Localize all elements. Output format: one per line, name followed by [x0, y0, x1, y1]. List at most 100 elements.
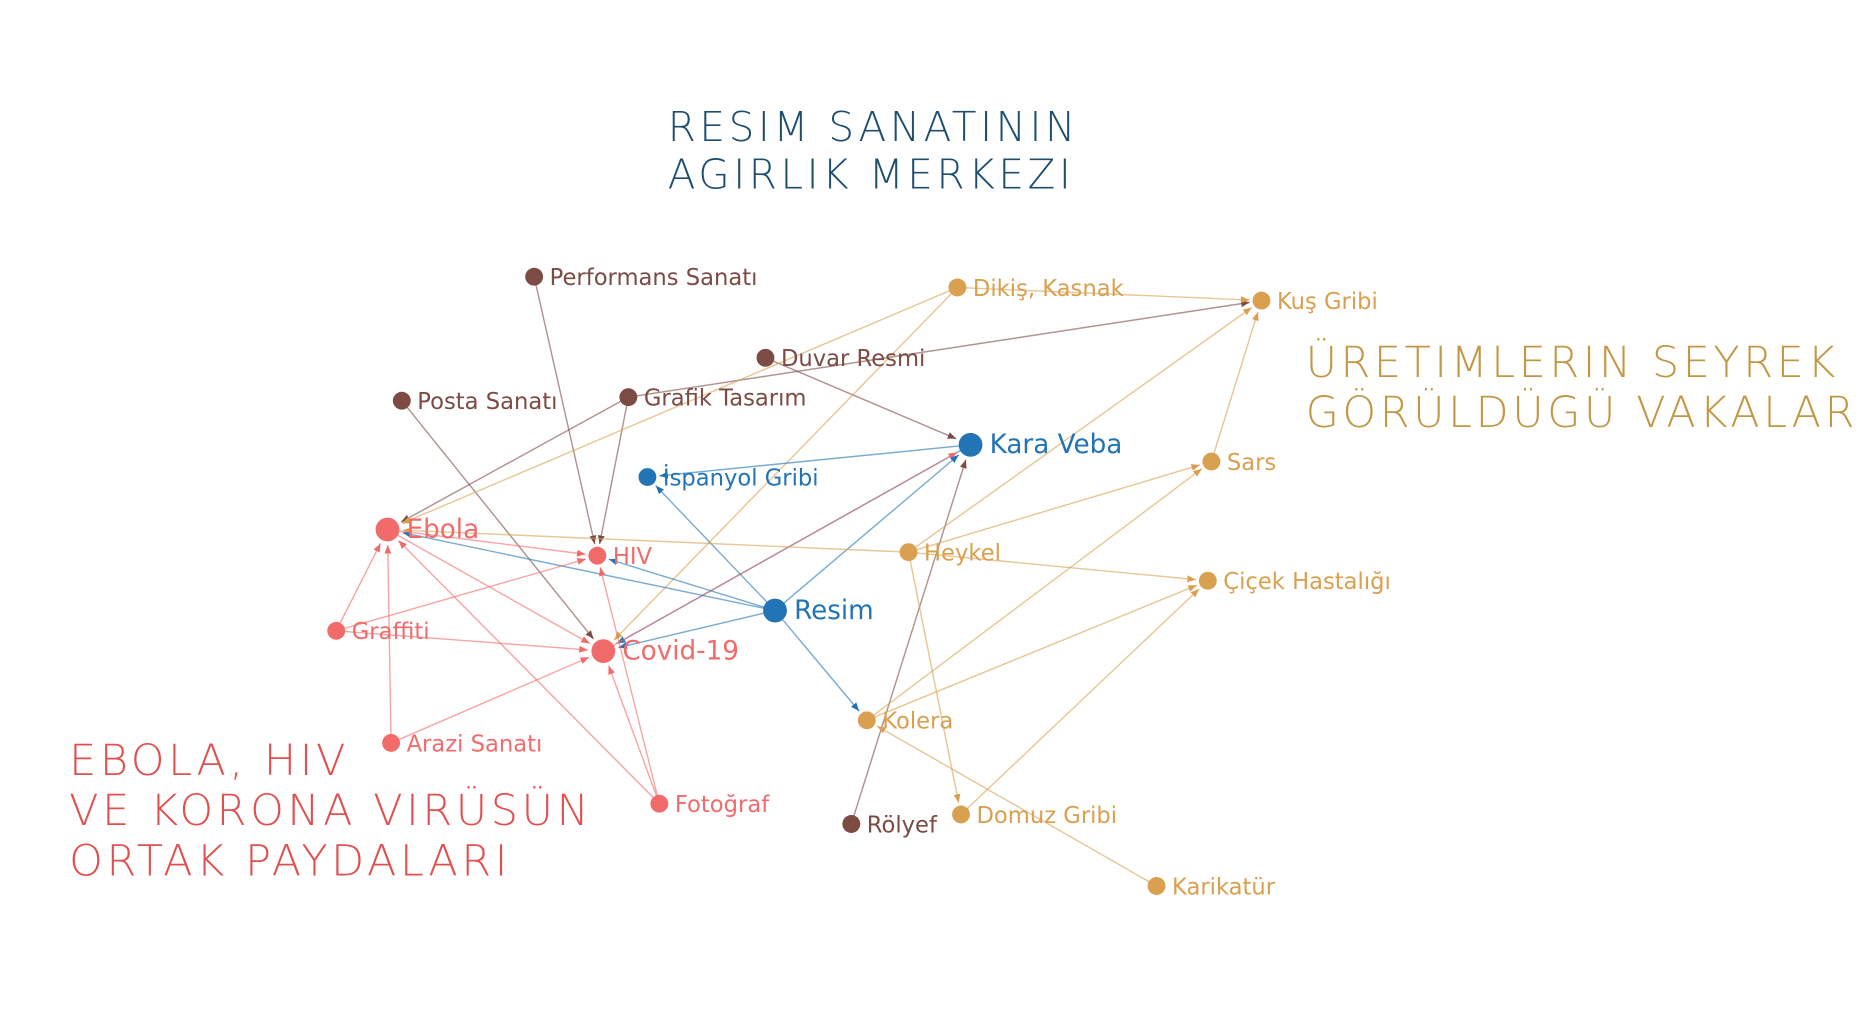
node-dot[interactable] — [591, 639, 616, 664]
node-c-ic-ek-hastal-g[interactable]: Çiçek Hastalığı — [1198, 569, 1391, 595]
node-covid-19[interactable]: Covid-19 — [591, 636, 739, 666]
node-dot[interactable] — [638, 468, 657, 486]
node-label: Heykel — [924, 541, 1001, 567]
node-dot[interactable] — [857, 711, 876, 730]
node-dot[interactable] — [952, 805, 970, 824]
node-dot[interactable] — [650, 794, 669, 813]
node-ebola[interactable]: Ebola — [375, 515, 480, 545]
node-dot[interactable] — [842, 815, 861, 833]
node-dot[interactable] — [958, 432, 983, 457]
edge-fotog-raf-to-hiv — [598, 567, 661, 804]
edge-heykel-to-c-ic-ek-hastal-g — [908, 551, 1197, 583]
node-label: Çiçek Hastalığı — [1223, 569, 1390, 595]
node-label: Grafik Tasarım — [644, 386, 807, 412]
edge-kolera-to-sars — [866, 468, 1203, 721]
node-heykel[interactable]: Heykel — [899, 541, 1001, 567]
node-karikatu-r[interactable]: Karikatür — [1147, 874, 1276, 900]
title-center: RESIM SANATININ AGIRLIK MERKEZI — [668, 103, 1079, 199]
node-dot[interactable] — [1252, 291, 1271, 310]
node-label: Sars — [1227, 450, 1276, 476]
node-label: Ebola — [407, 515, 480, 545]
node-label: Rölyef — [867, 812, 938, 838]
node-fotog-raf[interactable]: Fotoğraf — [650, 792, 770, 818]
node-dot[interactable] — [525, 267, 544, 286]
node-dot[interactable] — [756, 348, 775, 367]
node-i-spanyol-gribi[interactable]: İspanyol Gribi — [638, 463, 819, 491]
node-dot[interactable] — [588, 546, 607, 565]
node-label: İspanyol Gribi — [663, 463, 819, 491]
node-sars[interactable]: Sars — [1202, 450, 1276, 476]
edge-karikatu-r-to-kolera — [876, 725, 1157, 887]
node-dot[interactable] — [1147, 877, 1166, 895]
edge-duvar-resmi-to-kara-veba — [765, 357, 957, 440]
node-label: Fotoğraf — [675, 792, 770, 818]
node-domuz-gribi[interactable]: Domuz Gribi — [952, 803, 1117, 829]
title-center-line-2: AGIRLIK MERKEZI — [668, 151, 1075, 199]
edge-sars-to-kus-gribi — [1210, 311, 1259, 462]
title-right-line-1: ÜRETIMLERIN SEYREK — [1306, 338, 1839, 388]
edge-arazi-sanat-to-covid-19 — [390, 656, 590, 744]
node-dot[interactable] — [382, 733, 401, 752]
node-resim[interactable]: Resim — [763, 596, 874, 626]
node-dot[interactable] — [1202, 452, 1221, 471]
node-label: Resim — [794, 596, 874, 626]
node-dot[interactable] — [392, 391, 411, 410]
node-arazi-sanat[interactable]: Arazi Sanatı — [382, 731, 542, 757]
node-dot[interactable] — [375, 517, 400, 542]
title-left-line-3: ORTAK PAYDALARI — [69, 836, 511, 886]
node-duvar-resmi[interactable]: Duvar Resmi — [756, 346, 926, 372]
edge-arazi-sanat-to-ebola — [384, 544, 392, 743]
title-center-line-1: RESIM SANATININ — [668, 103, 1079, 151]
title-left-line-1: EBOLA, HIV — [69, 736, 349, 786]
edge-covid-19-to-kara-veba — [602, 451, 958, 652]
edge-resim-to-ebola — [402, 531, 776, 612]
edge-posta-sanat-to-covid-19 — [401, 400, 595, 640]
node-dot[interactable] — [1198, 571, 1217, 590]
edge-graffiti-to-hiv — [336, 558, 587, 632]
edge-resim-to-covid-19 — [618, 609, 776, 649]
node-label: Domuz Gribi — [977, 803, 1118, 829]
node-label: Covid-19 — [622, 636, 739, 666]
node-dot[interactable] — [763, 598, 787, 623]
edge-resim-to-i-spanyol-gribi — [655, 485, 776, 612]
node-dikis-kasnak[interactable]: Dikiş, Kasnak — [948, 276, 1125, 302]
node-hiv[interactable]: HIV — [588, 544, 653, 570]
node-kolera[interactable]: Kolera — [857, 709, 953, 735]
edge-ro-lyef-to-kara-veba — [850, 459, 967, 825]
node-label: HIV — [613, 544, 653, 570]
edge-graffiti-to-ebola — [335, 543, 382, 632]
node-label: Kolera — [882, 709, 953, 735]
node-dot[interactable] — [899, 543, 918, 562]
node-dot[interactable] — [619, 388, 638, 407]
node-label: Posta Sanatı — [417, 389, 557, 415]
node-dot[interactable] — [327, 621, 346, 640]
title-left: EBOLA, HIV VE KORONA VIRÜSÜN ORTAK PAYDA… — [69, 736, 592, 886]
node-label: Dikiş, Kasnak — [973, 276, 1125, 302]
edge-ebola-to-hiv — [387, 528, 586, 557]
title-right: ÜRETIMLERIN SEYREK GÖRÜLDÜGÜ VAKALAR — [1306, 338, 1855, 438]
edge-kolera-to-c-ic-ek-hastal-g — [866, 584, 1198, 721]
title-left-line-2: VE KORONA VIRÜSÜN — [69, 786, 592, 836]
edge-dikis-kasnak-to-ebola — [401, 286, 958, 525]
node-label: Performans Sanatı — [550, 265, 758, 291]
nodes: Performans Sanatı Dikiş, Kasnak Kuş Gribi D… — [327, 265, 1391, 900]
node-ro-lyef[interactable]: Rölyef — [842, 812, 938, 838]
node-label: Duvar Resmi — [781, 346, 925, 372]
node-posta-sanat[interactable]: Posta Sanatı — [392, 389, 558, 415]
node-graffiti[interactable]: Graffiti — [327, 619, 430, 645]
edge-resim-to-kolera — [774, 610, 860, 712]
edge-graffiti-to-covid-19 — [336, 630, 588, 653]
edge-fotog-raf-to-ebola — [397, 540, 660, 805]
edge-performans-sanat-to-hiv — [533, 276, 597, 545]
node-label: Karikatür — [1172, 874, 1276, 900]
node-dot[interactable] — [948, 278, 967, 297]
edge-kara-veba-to-i-spanyol-gribi — [659, 444, 971, 479]
node-kara-veba[interactable]: Kara Veba — [958, 430, 1123, 460]
node-label: Kara Veba — [990, 430, 1123, 460]
node-kus-gribi[interactable]: Kuş Gribi — [1252, 289, 1378, 315]
edge-resim-to-hiv — [608, 558, 776, 612]
node-performans-sanat[interactable]: Performans Sanatı — [525, 265, 757, 291]
node-grafik-tasar-m[interactable]: Grafik Tasarım — [619, 386, 806, 412]
edge-heykel-to-kus-gribi — [908, 306, 1253, 553]
